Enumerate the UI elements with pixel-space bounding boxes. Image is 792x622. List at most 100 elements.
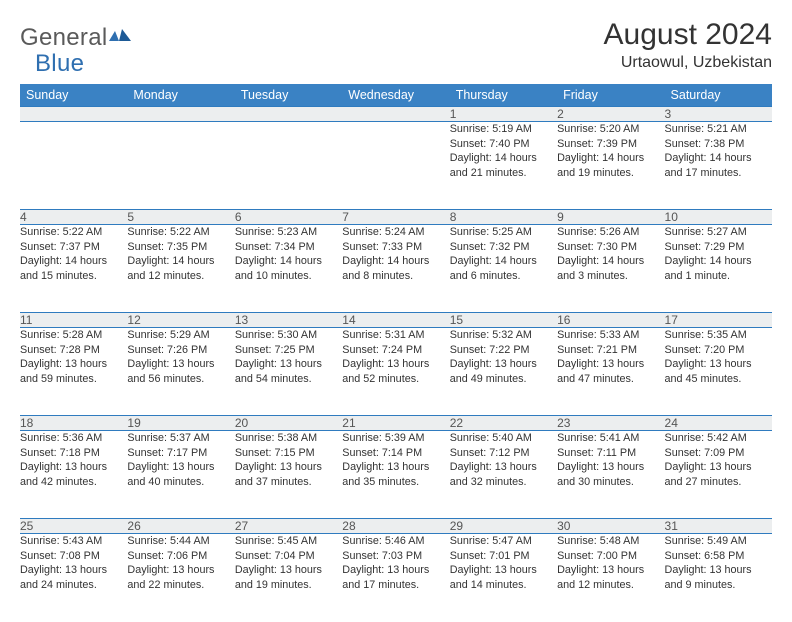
day-number: 23 [557,416,664,431]
sunset-text: Sunset: 7:11 PM [557,446,664,461]
sunrise-text: Sunrise: 5:21 AM [665,122,772,137]
day-cell [342,122,449,210]
sunrise-text: Sunrise: 5:24 AM [342,225,449,240]
flag-icon [109,27,131,50]
day-cell: Sunrise: 5:22 AMSunset: 7:35 PMDaylight:… [127,225,234,313]
location: Urtaowul, Uzbekistan [604,54,772,72]
sunrise-text: Sunrise: 5:19 AM [450,122,557,137]
calendar-page: General August 2024 Urtaowul, Uzbekistan… [0,0,792,612]
day-cell: Sunrise: 5:33 AMSunset: 7:21 PMDaylight:… [557,328,664,416]
day-cell: Sunrise: 5:40 AMSunset: 7:12 PMDaylight:… [450,431,557,519]
sunrise-text: Sunrise: 5:33 AM [557,328,664,343]
sunrise-text: Sunrise: 5:29 AM [127,328,234,343]
dow-header: Friday [557,84,664,107]
day-number: 20 [235,416,342,431]
day-number: 13 [235,313,342,328]
day2-text: and 30 minutes. [557,475,664,490]
day-cell: Sunrise: 5:31 AMSunset: 7:24 PMDaylight:… [342,328,449,416]
dow-header: Saturday [665,84,772,107]
sunrise-text: Sunrise: 5:42 AM [665,431,772,446]
day2-text: and 17 minutes. [665,166,772,181]
sunrise-text: Sunrise: 5:27 AM [665,225,772,240]
day-number [20,107,127,122]
day-number: 24 [665,416,772,431]
sunset-text: Sunset: 7:25 PM [235,343,342,358]
title-block: August 2024 Urtaowul, Uzbekistan [604,18,772,72]
day-cell: Sunrise: 5:41 AMSunset: 7:11 PMDaylight:… [557,431,664,519]
day1-text: Daylight: 13 hours [557,357,664,372]
day-number: 15 [450,313,557,328]
month-title: August 2024 [604,18,772,52]
sunset-text: Sunset: 7:39 PM [557,137,664,152]
day-number [342,107,449,122]
day-number: 22 [450,416,557,431]
day2-text: and 12 minutes. [127,269,234,284]
day2-text: and 14 minutes. [450,578,557,593]
day-number: 8 [450,210,557,225]
day1-text: Daylight: 13 hours [20,357,127,372]
day2-text: and 56 minutes. [127,372,234,387]
day-number [127,107,234,122]
day-number: 14 [342,313,449,328]
sunset-text: Sunset: 7:09 PM [665,446,772,461]
day-number: 2 [557,107,664,122]
day-cell: Sunrise: 5:20 AMSunset: 7:39 PMDaylight:… [557,122,664,210]
day2-text: and 19 minutes. [235,578,342,593]
day-number: 19 [127,416,234,431]
day1-text: Daylight: 14 hours [450,254,557,269]
sunset-text: Sunset: 6:58 PM [665,549,772,564]
sunset-text: Sunset: 7:17 PM [127,446,234,461]
sunrise-text: Sunrise: 5:32 AM [450,328,557,343]
sunset-text: Sunset: 7:22 PM [450,343,557,358]
day2-text: and 19 minutes. [557,166,664,181]
day-number: 1 [450,107,557,122]
dow-header: Thursday [450,84,557,107]
day1-text: Daylight: 13 hours [20,563,127,578]
sunrise-text: Sunrise: 5:49 AM [665,534,772,549]
day2-text: and 45 minutes. [665,372,772,387]
day-cell: Sunrise: 5:25 AMSunset: 7:32 PMDaylight:… [450,225,557,313]
day1-text: Daylight: 13 hours [235,563,342,578]
sunset-text: Sunset: 7:40 PM [450,137,557,152]
dow-header: Sunday [20,84,127,107]
sunset-text: Sunset: 7:04 PM [235,549,342,564]
sunset-text: Sunset: 7:20 PM [665,343,772,358]
sunrise-text: Sunrise: 5:39 AM [342,431,449,446]
day1-text: Daylight: 13 hours [127,460,234,475]
sunrise-text: Sunrise: 5:35 AM [665,328,772,343]
day2-text: and 22 minutes. [127,578,234,593]
day1-text: Daylight: 14 hours [127,254,234,269]
sunset-text: Sunset: 7:28 PM [20,343,127,358]
day1-text: Daylight: 13 hours [557,460,664,475]
day-number: 16 [557,313,664,328]
day2-text: and 47 minutes. [557,372,664,387]
day-number: 28 [342,519,449,534]
day1-text: Daylight: 13 hours [127,357,234,372]
day1-text: Daylight: 14 hours [557,151,664,166]
day-cell: Sunrise: 5:45 AMSunset: 7:04 PMDaylight:… [235,534,342,622]
day1-text: Daylight: 13 hours [342,357,449,372]
sunset-text: Sunset: 7:03 PM [342,549,449,564]
sunset-text: Sunset: 7:01 PM [450,549,557,564]
day-number: 31 [665,519,772,534]
sunrise-text: Sunrise: 5:22 AM [127,225,234,240]
day2-text: and 12 minutes. [557,578,664,593]
sunrise-text: Sunrise: 5:25 AM [450,225,557,240]
sunrise-text: Sunrise: 5:26 AM [557,225,664,240]
day2-text: and 17 minutes. [342,578,449,593]
sunrise-text: Sunrise: 5:47 AM [450,534,557,549]
day-cell [235,122,342,210]
day1-text: Daylight: 14 hours [20,254,127,269]
day-number: 30 [557,519,664,534]
sunset-text: Sunset: 7:33 PM [342,240,449,255]
sunrise-text: Sunrise: 5:22 AM [20,225,127,240]
sunset-text: Sunset: 7:38 PM [665,137,772,152]
day1-text: Daylight: 13 hours [235,357,342,372]
day1-text: Daylight: 13 hours [665,357,772,372]
day-number: 17 [665,313,772,328]
day2-text: and 24 minutes. [20,578,127,593]
day-number: 10 [665,210,772,225]
day-cell: Sunrise: 5:21 AMSunset: 7:38 PMDaylight:… [665,122,772,210]
sunset-text: Sunset: 7:18 PM [20,446,127,461]
day2-text: and 40 minutes. [127,475,234,490]
